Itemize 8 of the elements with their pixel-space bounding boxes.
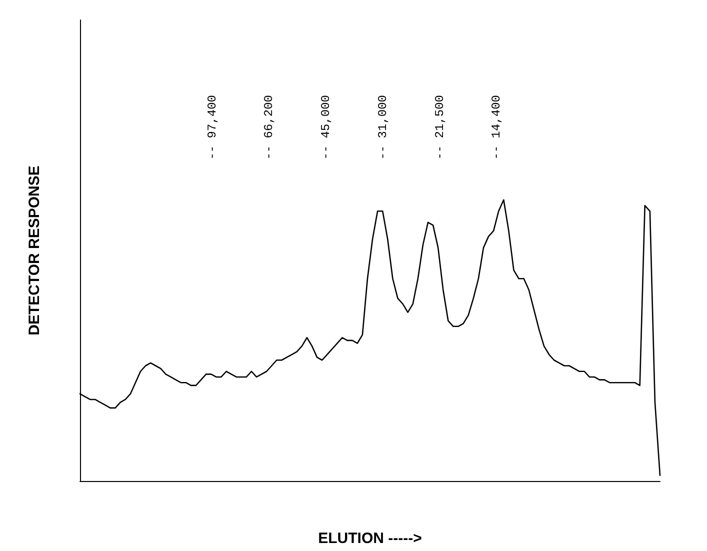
text: -- 97,400 xyxy=(205,95,220,160)
text: -- 31,000 xyxy=(376,95,390,160)
text: -- 21,500 xyxy=(432,95,447,160)
text: -- 45,000 xyxy=(319,95,334,160)
text: -- 66,200 xyxy=(262,95,276,160)
text: -- 14,400 xyxy=(490,95,504,160)
x-axis-title: ELUTION -----> xyxy=(318,530,422,547)
y-axis-title: DETECTOR RESPONSE xyxy=(26,166,43,336)
